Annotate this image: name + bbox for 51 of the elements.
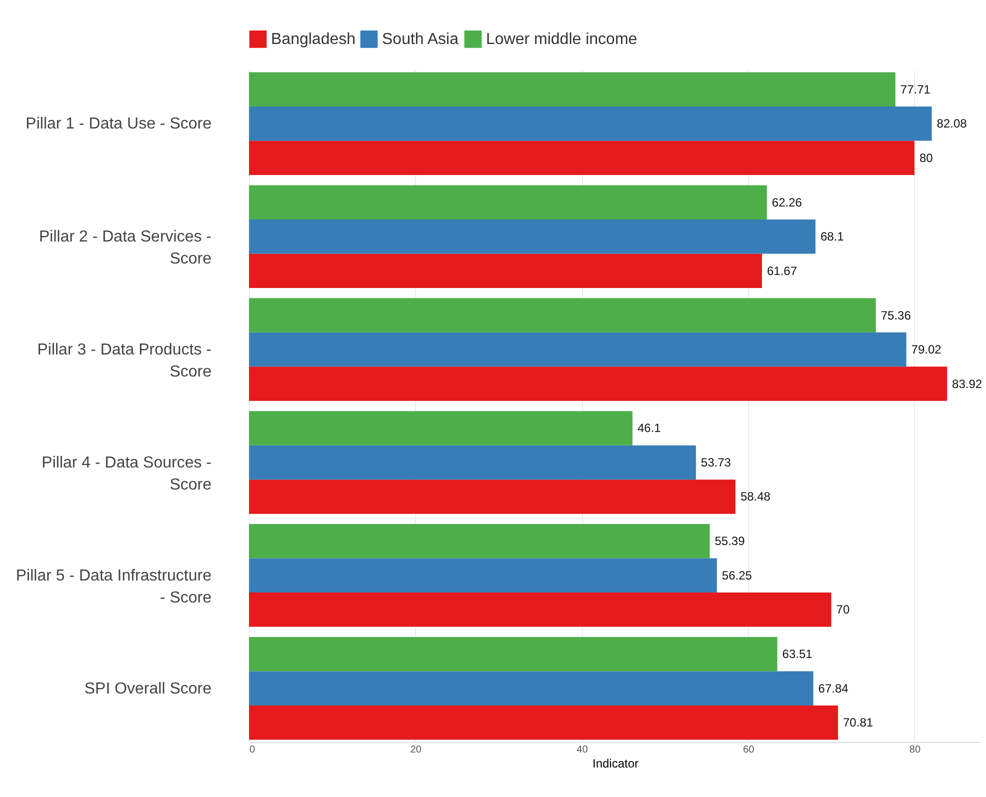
bar xyxy=(249,411,632,446)
data-label: 56.25 xyxy=(722,568,752,582)
data-label: 83.92 xyxy=(952,376,982,391)
bar xyxy=(249,332,906,367)
data-label: 68.1 xyxy=(820,230,844,244)
bar xyxy=(249,636,778,672)
bar xyxy=(249,72,896,107)
data-label: 77.71 xyxy=(900,82,931,96)
data-label: 79.02 xyxy=(911,342,942,357)
data-label: 62.26 xyxy=(772,195,802,210)
data-label: 53.73 xyxy=(700,455,732,470)
legend-label: Bangladesh xyxy=(271,31,356,48)
bar xyxy=(249,185,767,220)
data-label: 75.36 xyxy=(880,308,912,322)
bar xyxy=(249,524,710,558)
data-label: 61.67 xyxy=(766,264,798,278)
x-tick-label: 40 xyxy=(576,744,588,756)
y-tick-label: SPI Overall Score xyxy=(84,680,212,698)
y-tick-label: Pillar 5 - Data Infrastructure - Score xyxy=(16,567,212,606)
data-label: 80 xyxy=(919,150,934,165)
x-tick-label: 60 xyxy=(743,744,755,756)
data-label: 55.39 xyxy=(714,534,746,548)
bar xyxy=(249,445,696,480)
y-tick-label: Pillar 3 - Data Products - Score xyxy=(37,342,212,381)
data-label: 58.48 xyxy=(740,490,771,504)
bar xyxy=(249,671,814,706)
x-tick-label: 80 xyxy=(909,744,921,756)
y-tick-label: Pillar 1 - Data Use - Score xyxy=(26,116,212,133)
bar xyxy=(249,480,736,514)
bar xyxy=(249,705,838,740)
bar xyxy=(249,366,948,401)
bar xyxy=(249,140,914,176)
data-label: 82.08 xyxy=(936,116,968,131)
data-label: 70.81 xyxy=(843,716,874,730)
data-label: 67.84 xyxy=(818,681,849,696)
x-tick-label: 20 xyxy=(410,744,422,756)
bar xyxy=(249,558,717,593)
bar xyxy=(249,254,762,288)
data-label: 70 xyxy=(836,602,850,617)
bar xyxy=(249,106,932,141)
legend-label: South Asia xyxy=(382,31,459,48)
x-axis-title: Indicator xyxy=(592,756,639,770)
bar xyxy=(249,592,832,627)
legend-label: Lower middle income xyxy=(486,31,638,48)
y-tick-label: Pillar 2 - Data Services - Score xyxy=(39,228,212,268)
x-tick-label: 0 xyxy=(250,744,256,756)
bar xyxy=(249,219,816,254)
y-tick-label: Pillar 4 - Data Sources - Score xyxy=(42,454,212,494)
bar xyxy=(249,298,876,332)
data-label: 63.51 xyxy=(782,647,813,662)
data-label: 46.1 xyxy=(637,421,662,436)
